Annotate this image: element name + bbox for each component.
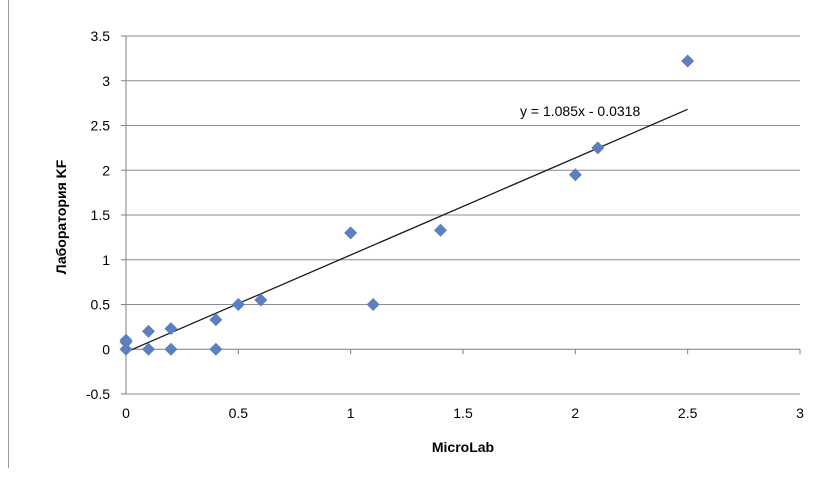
data-point bbox=[344, 226, 358, 240]
data-point bbox=[434, 223, 448, 237]
x-tick-label: 1.5 bbox=[453, 405, 473, 421]
x-tick-label: 2 bbox=[571, 405, 579, 421]
data-point bbox=[231, 298, 245, 311]
x-tick-label: 2.5 bbox=[678, 405, 698, 421]
x-tick-label: 1 bbox=[347, 405, 355, 421]
data-point bbox=[119, 335, 133, 349]
y-tick-label: -0.5 bbox=[86, 386, 110, 402]
y-tick-label: 3.5 bbox=[91, 28, 111, 44]
data-point bbox=[209, 342, 223, 356]
data-point bbox=[591, 141, 605, 155]
y-axis-title: Лаборатория KF bbox=[53, 159, 69, 274]
y-tick-label: 1 bbox=[102, 252, 110, 268]
x-tick-label: 0.5 bbox=[229, 405, 249, 421]
y-tick-label: 2.5 bbox=[91, 118, 111, 134]
data-point bbox=[119, 342, 133, 356]
x-axis-title: MicroLab bbox=[432, 439, 494, 455]
y-tick-label: 2 bbox=[102, 162, 110, 178]
trendline-equation: y = 1.085x - 0.0318 bbox=[520, 103, 640, 119]
data-point bbox=[141, 324, 155, 338]
y-tick-labels: -0.5 0 0.5 1 1.5 2 2.5 3 3.5 bbox=[86, 28, 110, 402]
y-tick-label: 0.5 bbox=[91, 297, 111, 313]
trendline-group bbox=[125, 108, 688, 353]
y-tick-label: 3 bbox=[102, 73, 110, 89]
data-point bbox=[366, 298, 380, 311]
trendline bbox=[125, 108, 688, 353]
data-point bbox=[164, 342, 178, 356]
y-tick-label: 1.5 bbox=[91, 207, 111, 223]
data-point bbox=[254, 293, 268, 307]
x-tick-label: 3 bbox=[796, 405, 804, 421]
data-points bbox=[119, 54, 695, 356]
x-tick-labels: 0 0.5 1 1.5 2 2.5 3 bbox=[122, 405, 804, 421]
data-point bbox=[164, 322, 178, 336]
y-tick-label: 0 bbox=[102, 341, 110, 357]
data-point bbox=[681, 54, 695, 68]
x-tick-label: 0 bbox=[122, 405, 130, 421]
data-point bbox=[209, 313, 223, 327]
data-point bbox=[568, 168, 582, 182]
gridlines bbox=[126, 35, 800, 395]
left-border-line bbox=[8, 0, 9, 468]
data-point bbox=[141, 342, 155, 356]
